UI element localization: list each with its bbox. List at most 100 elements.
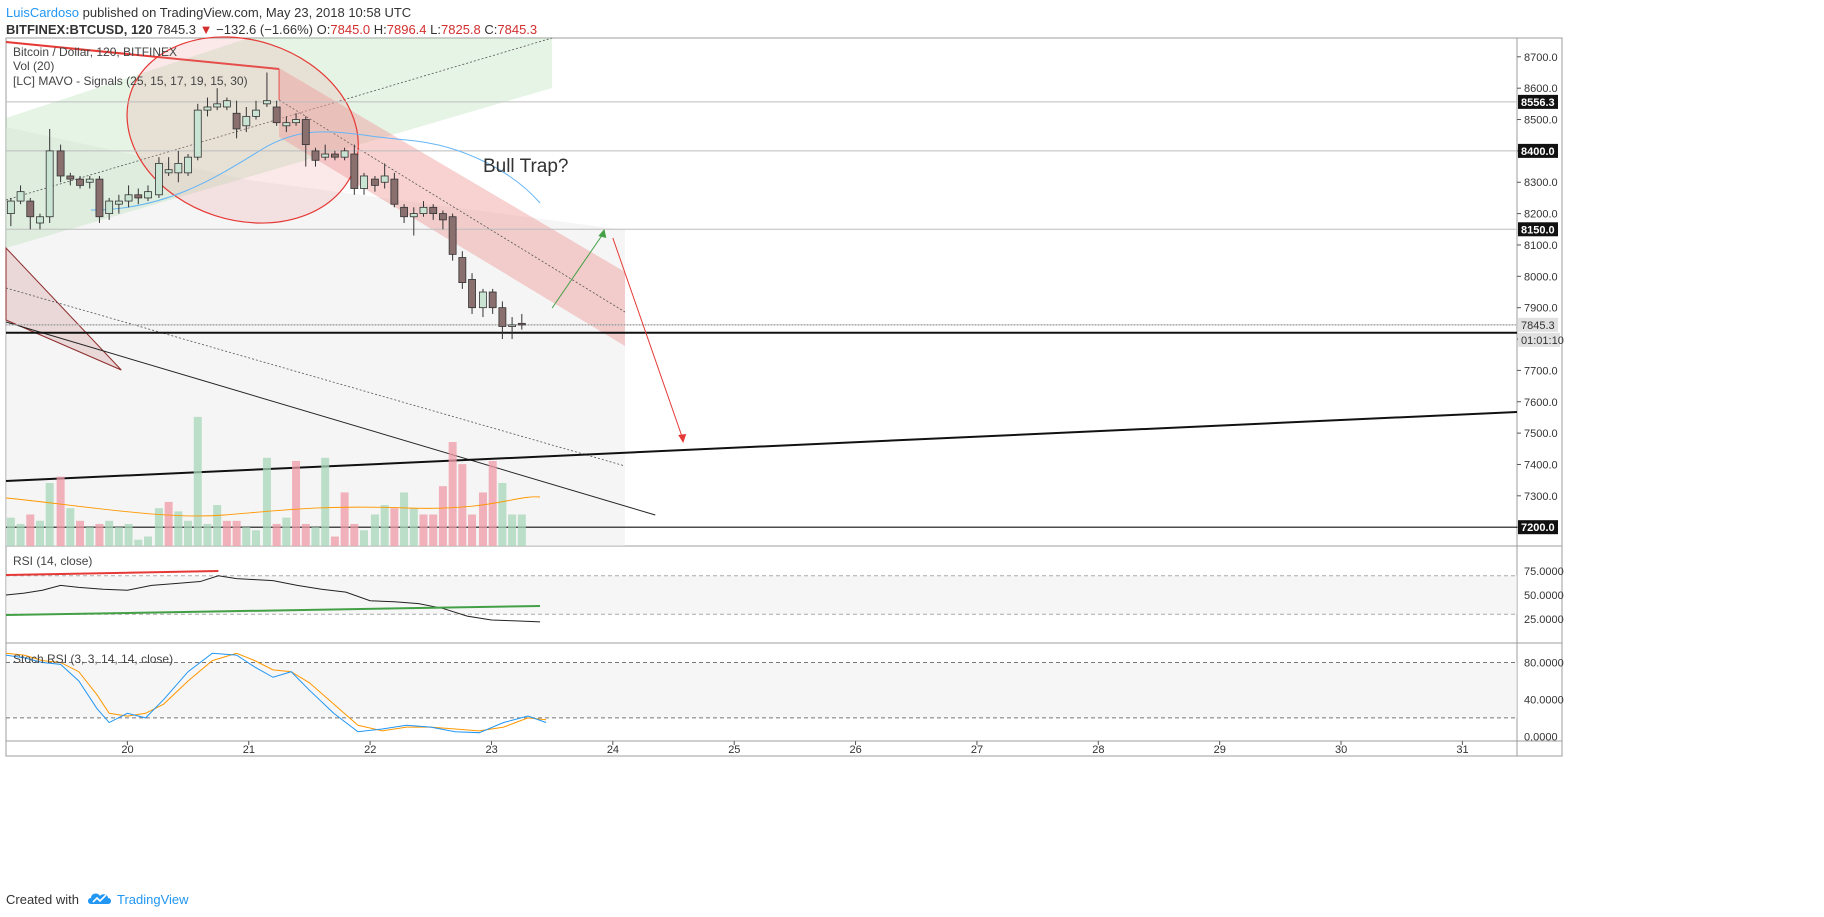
stoch-tick-label: 0.0000 xyxy=(1524,731,1558,743)
volume-bar xyxy=(252,530,261,546)
rsi-tick-label: 50.0000 xyxy=(1524,590,1564,602)
candle-body xyxy=(174,163,183,174)
price-tick-label: 7600.0 xyxy=(1524,397,1558,409)
candle-body xyxy=(488,291,497,309)
volume-bar xyxy=(184,520,193,546)
volume-bar xyxy=(56,476,65,546)
volume-bar xyxy=(272,523,281,546)
candle-body xyxy=(321,153,330,158)
candle-body xyxy=(458,257,467,283)
candle-body xyxy=(203,106,212,111)
candle-body xyxy=(252,109,260,117)
volume-bar xyxy=(311,527,320,546)
price-label-box xyxy=(1518,520,1558,535)
resistance-line xyxy=(5,41,280,70)
volume-bar xyxy=(321,457,330,546)
bear-arrowhead xyxy=(678,434,687,443)
high-value: 7896.4 xyxy=(386,22,427,37)
legend-mavo: [LC] MAVO - Signals (25, 15, 17, 19, 15,… xyxy=(13,74,248,88)
volume-bar xyxy=(350,523,359,546)
candle-body xyxy=(6,200,15,215)
volume-bar xyxy=(390,508,399,546)
price-tick-label: 8500.0 xyxy=(1524,115,1558,127)
stoch-k-line xyxy=(5,652,547,734)
candle-body xyxy=(400,206,408,218)
close-label: C: xyxy=(484,22,498,37)
candle-body xyxy=(95,178,104,218)
volume-bar xyxy=(203,523,212,546)
volume-bar xyxy=(282,517,291,546)
candle-body xyxy=(331,153,339,158)
price-label: 7845.3 xyxy=(1521,320,1555,332)
rising-support-line xyxy=(5,411,1518,482)
price-label: 8400.0 xyxy=(1521,146,1555,158)
volume-bar xyxy=(498,483,507,546)
time-tick-label: 26 xyxy=(850,744,862,756)
volume-bar xyxy=(6,517,15,546)
candle-body xyxy=(498,307,507,327)
stoch-tick-label: 80.0000 xyxy=(1524,657,1564,669)
time-tick-label: 27 xyxy=(971,744,983,756)
volume-bar xyxy=(400,492,409,546)
bull-trap-annotation: Bull Trap? xyxy=(483,156,569,177)
candle-body xyxy=(272,106,281,124)
price-tick-label: 7700.0 xyxy=(1524,365,1558,377)
rsi-band xyxy=(6,575,1517,615)
chart-header: LuisCardoso published on TradingView.com… xyxy=(0,0,1824,44)
candle-body xyxy=(409,213,418,218)
volume-bar xyxy=(448,442,457,546)
author-link[interactable]: LuisCardoso xyxy=(6,5,79,20)
candle-body xyxy=(263,100,271,105)
time-tick-label: 21 xyxy=(243,744,255,756)
candle-body xyxy=(26,200,35,218)
candle-body xyxy=(311,150,320,161)
red-channel-drawing xyxy=(279,68,625,346)
volume-bar xyxy=(370,514,379,546)
volume-bar xyxy=(360,530,369,546)
volume-bar xyxy=(35,520,44,546)
candle-body xyxy=(439,213,447,221)
legend-main: Bitcoin / Dollar, 120, BITFINEX xyxy=(13,45,177,59)
stoch-d-line xyxy=(5,652,547,732)
rsi-legend: RSI (14, close) xyxy=(13,554,92,568)
volume-bar xyxy=(380,505,389,546)
candle-body xyxy=(193,109,202,158)
candle-body xyxy=(155,163,163,196)
candle-body xyxy=(164,169,173,174)
candle-body xyxy=(508,324,516,327)
volume-bar xyxy=(301,523,310,546)
volume-bar xyxy=(66,508,75,546)
countdown-label: 01:01:10 xyxy=(1521,335,1564,347)
volume-bar xyxy=(193,416,202,546)
volume-bar xyxy=(419,514,428,546)
created-with-label: Created with xyxy=(6,892,79,907)
price-tick-label: 7500.0 xyxy=(1524,428,1558,440)
volume-bar xyxy=(468,514,477,546)
price-tick-label: 8700.0 xyxy=(1524,52,1558,64)
legend-vol: Vol (20) xyxy=(13,59,54,73)
price-tick-label: 8000.0 xyxy=(1524,271,1558,283)
countdown-box xyxy=(1518,332,1560,347)
price-tick-label: 8100.0 xyxy=(1524,240,1558,252)
rsi-tick-label: 75.0000 xyxy=(1524,566,1564,578)
tradingview-link[interactable]: TradingView xyxy=(117,892,189,907)
price-tick-label: 7400.0 xyxy=(1524,459,1558,471)
volume-bar xyxy=(105,520,114,546)
price-label-box xyxy=(1518,143,1558,158)
candle-body xyxy=(419,206,428,215)
volume-bar xyxy=(26,514,35,546)
stoch-tick-label: 40.0000 xyxy=(1524,694,1564,706)
candle-body xyxy=(124,194,133,202)
price-label-box xyxy=(1518,94,1558,109)
volume-bar xyxy=(154,508,163,546)
time-tick-label: 22 xyxy=(364,744,376,756)
candle-body xyxy=(114,200,123,205)
price-label: 8150.0 xyxy=(1521,224,1555,236)
chart-canvas[interactable]: Bull Trap? Bitcoin / Dollar, 120, BITFINE… xyxy=(0,0,1824,880)
price-tick-label: 8300.0 xyxy=(1524,177,1558,189)
volume-bar xyxy=(85,527,94,546)
volume-bar xyxy=(232,520,241,546)
candle-body xyxy=(479,291,487,309)
bear-arrow xyxy=(612,237,684,441)
dotted-trend-line xyxy=(5,287,626,467)
